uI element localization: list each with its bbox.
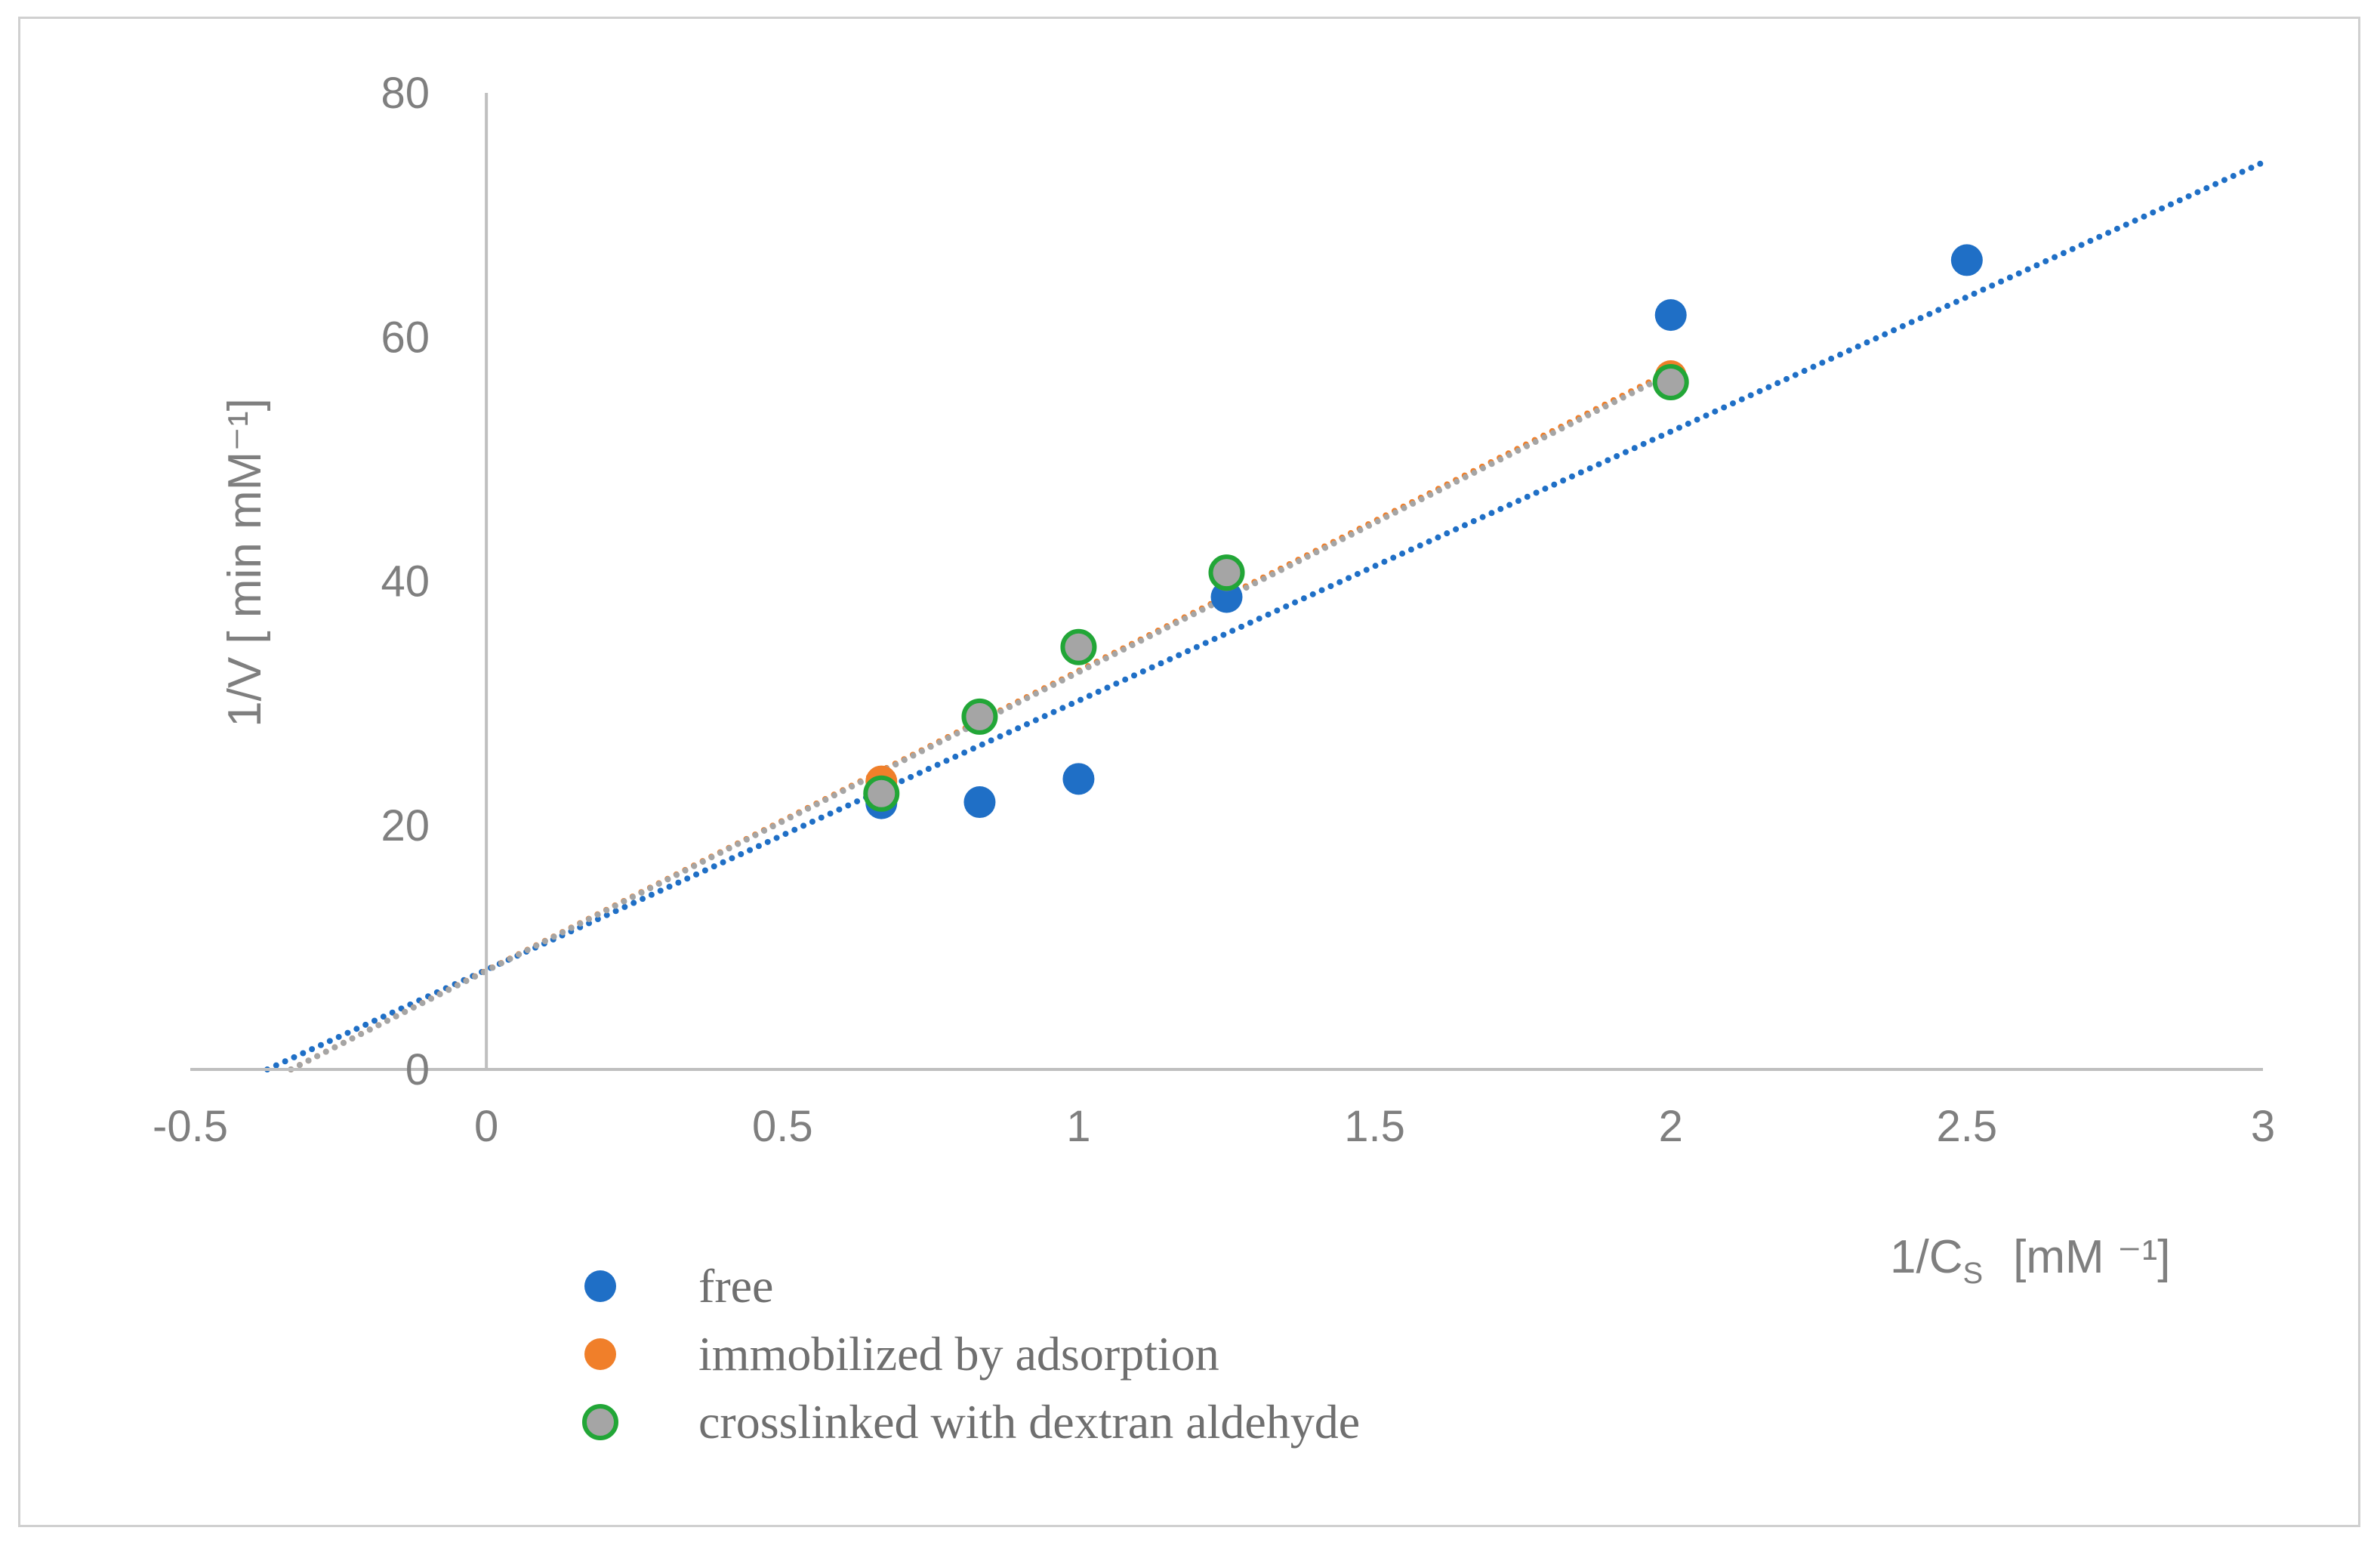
- y-tick-label: 60: [381, 313, 430, 362]
- data-point-free: [963, 786, 996, 819]
- label-layer: -0.5 0 0.5 1 1.5 2 2.5 3 0 20 40 60 80 1/V [ min mM⁻¹…: [153, 69, 2275, 1290]
- trendline-free: [264, 159, 2266, 1072]
- x-tick-label: 3: [2251, 1102, 2275, 1151]
- legend-label: free: [698, 1259, 773, 1313]
- chart-frame: -0.5 0 0.5 1 1.5 2 2.5 3 0 20 40 60 80 1/V [ min mM⁻¹…: [18, 17, 2360, 1527]
- data-point-crosslinked-with-dextran-aldehyde: [863, 775, 900, 812]
- legend-label: crosslinked with dextran aldehyde: [698, 1395, 1360, 1449]
- x-axis-title-main: 1/C: [1890, 1231, 1962, 1283]
- y-axis-title: 1/V [ min mM⁻¹]: [219, 398, 271, 727]
- y-tick-label: 0: [405, 1045, 430, 1094]
- legend-marker-crosslinked-with-dextran-aldehyde: [582, 1404, 618, 1440]
- legend-marker-immobilized-by-adsorption: [584, 1338, 616, 1370]
- x-tick-label: 2.5: [1937, 1102, 1998, 1151]
- x-tick-label: 0.5: [752, 1102, 813, 1151]
- y-tick-label: 80: [381, 69, 430, 118]
- x-axis-title: 1/CS [mM ⁻¹]: [1890, 1231, 2171, 1290]
- legend-marker-free: [584, 1270, 616, 1302]
- data-point-free: [1654, 299, 1687, 332]
- x-tick-label: 1: [1066, 1102, 1090, 1151]
- x-tick-label: 1.5: [1344, 1102, 1405, 1151]
- data-point-free: [1210, 581, 1243, 613]
- x-axis-title-units: [mM ⁻¹]: [2013, 1231, 2170, 1283]
- legend-label: immobilized by adsorption: [698, 1327, 1219, 1381]
- x-tick-label: 0: [474, 1102, 498, 1151]
- data-point-free: [1950, 244, 1983, 276]
- data-point-crosslinked-with-dextran-aldehyde: [1060, 628, 1097, 665]
- legend: free immobilized by adsorption crosslinked…: [582, 1259, 1360, 1449]
- data-point-crosslinked-with-dextran-aldehyde: [961, 698, 998, 735]
- chart-plot: -0.5 0 0.5 1 1.5 2 2.5 3 0 20 40 60 80 1/V [ min mM⁻¹…: [153, 69, 2275, 1449]
- data-point-crosslinked-with-dextran-aldehyde: [1208, 554, 1245, 591]
- trendline-layer: [264, 159, 2266, 1072]
- x-tick-label: -0.5: [153, 1102, 228, 1151]
- point-layer: [863, 244, 1983, 819]
- y-tick-label: 40: [381, 557, 430, 606]
- x-tick-label: 2: [1659, 1102, 1683, 1151]
- data-point-crosslinked-with-dextran-aldehyde: [1652, 364, 1689, 401]
- data-point-free: [1062, 763, 1095, 795]
- axis-layer: [190, 93, 2263, 1071]
- x-axis-title-subscript: S: [1962, 1257, 1983, 1290]
- y-tick-label: 20: [381, 801, 430, 850]
